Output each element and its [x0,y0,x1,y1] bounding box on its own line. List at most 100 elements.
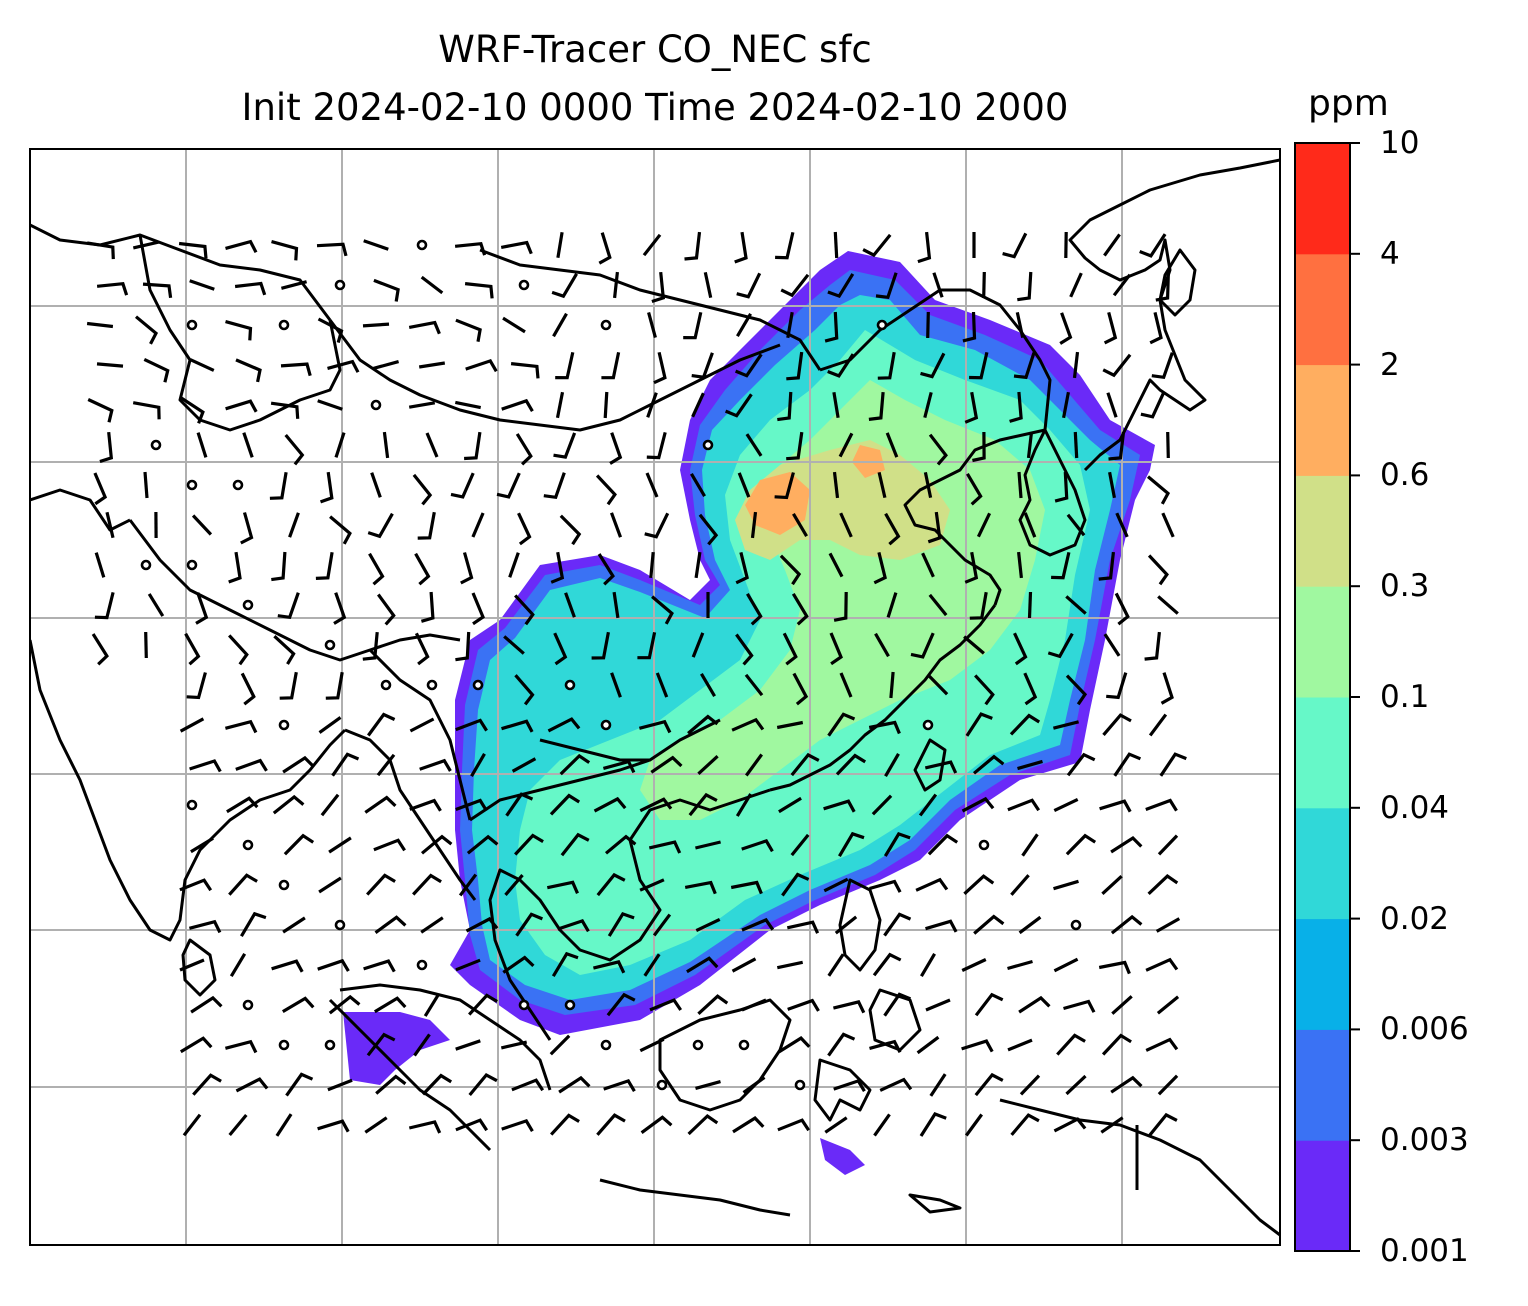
wind-barb [687,1113,719,1136]
coastline-china-north [903,428,1046,606]
wind-barb [364,795,397,814]
wind-barb [919,1112,947,1137]
wind-barb [697,994,729,1015]
wind-barb [465,358,498,373]
wind-barb [515,433,533,466]
wind-barb [408,320,441,335]
wind-barb [189,759,222,773]
wind-barb [1018,995,1051,1014]
wind-barb [1115,512,1129,538]
wind-barb [320,793,340,817]
calm-wind-marker [186,799,198,811]
wind-barb [883,831,911,857]
wind-barb [514,833,544,856]
wind-barb [550,551,565,584]
wind-barb [1144,631,1161,661]
wind-barb [1047,632,1074,659]
wind-barb [179,1036,213,1054]
wind-barb [271,959,304,973]
wind-barb [1023,512,1037,538]
calm-wind-circles [140,239,1082,1091]
wind-barb [1009,713,1041,736]
wind-barb [734,231,748,264]
wind-barbs [86,231,1187,1137]
wind-barb [366,1032,396,1057]
wind-barb [1145,1037,1179,1052]
wind-barb [454,241,487,256]
wind-barb [419,758,452,772]
wind-barb [464,282,494,299]
calm-wind-marker [922,719,934,731]
wind-barb [1157,834,1179,856]
wind-barb [1017,551,1023,579]
wind-barb [235,1077,269,1093]
wind-barb [920,352,946,379]
wind-barb [606,992,636,1017]
border-himalaya [128,519,461,662]
calm-wind-marker [278,319,290,331]
wind-barb [367,512,394,539]
wind-barb [828,552,844,578]
plume-level-0.1 [640,380,1045,820]
colorbar-tick-label: 0.04 [1380,789,1450,826]
wind-barb [143,471,149,499]
wind-barb [1056,1033,1086,1056]
wind-barb [367,712,396,737]
colorbar-band [1295,697,1350,809]
colorbar-band [1295,364,1350,476]
wind-barb [514,594,535,626]
wind-barb [741,917,775,932]
wind-barb [1098,551,1115,581]
calm-wind-marker [426,679,438,691]
wind-barb [874,632,890,658]
wind-barb [547,717,581,733]
coastline-java [599,1178,791,1217]
wind-barb [1051,551,1071,580]
wind-barb [412,873,442,896]
wind-barb [1027,591,1033,619]
coastline-sumatra-south [328,998,492,1152]
wind-barb [929,1073,947,1097]
wind-barb [186,672,207,700]
wind-barb [917,231,932,264]
wind-barb [593,796,627,813]
wind-barb [640,1115,673,1134]
wind-barb [724,393,753,418]
colorbar-band [1295,918,1350,1030]
wind-barb [700,672,716,698]
colorbar-tick-label: 4 [1380,235,1400,272]
wind-barb [373,278,400,302]
wind-barb [331,752,360,777]
wind-barb [363,959,396,973]
wind-barb [824,1116,848,1134]
wind-barb [132,240,160,250]
border-kazakh [138,234,342,432]
wind-barb [224,719,258,734]
wind-barb [224,1039,258,1054]
wind-barb [648,840,682,854]
wind-barb [1112,273,1132,297]
wind-barb [1053,797,1079,813]
wind-barb [375,1074,407,1095]
calm-wind-marker [692,1039,704,1051]
wind-barb [279,671,298,700]
wind-barb [1106,392,1118,418]
wind-barb [744,673,764,697]
wind-barb [1021,833,1039,857]
wind-barb [283,833,315,856]
wind-barb [180,396,205,424]
calm-wind-marker [380,679,392,691]
wind-barb [1013,352,1036,380]
wind-barb [374,915,407,934]
wind-barb [1101,1033,1132,1056]
wind-barb [877,351,896,380]
wind-barb [790,833,810,857]
wind-barb [281,996,315,1013]
wind-barb [786,311,794,339]
wind-barb [786,920,820,934]
wind-barb [962,311,977,343]
wind-barb [862,233,892,258]
wind-barb [1155,917,1181,933]
wind-barb [1139,233,1167,258]
wind-barb [1023,672,1038,706]
